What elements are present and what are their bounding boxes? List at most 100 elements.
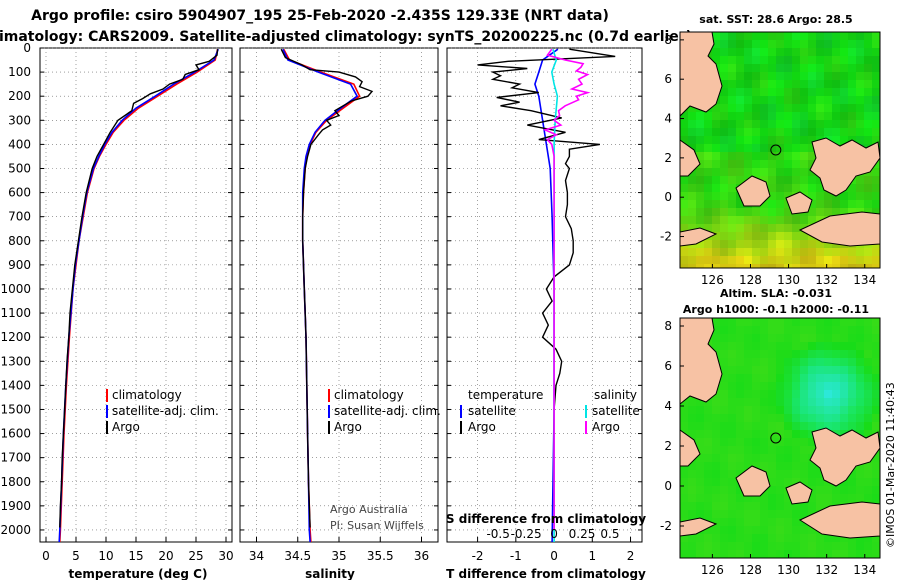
heat-cell — [704, 168, 713, 177]
heat-cell — [704, 398, 713, 407]
heat-cell — [752, 136, 761, 145]
heat-cell — [712, 224, 721, 233]
heat-cell — [720, 264, 729, 268]
heat-cell — [768, 366, 777, 375]
legend-swatch-satellite — [106, 405, 108, 418]
heat-cell — [712, 326, 721, 335]
heat-cell — [776, 232, 785, 241]
heat-cell — [864, 48, 873, 57]
heat-cell — [872, 32, 880, 41]
heat-cell — [680, 502, 689, 511]
heat-cell — [848, 414, 857, 423]
heat-cell — [824, 406, 833, 415]
heat-cell — [872, 80, 880, 89]
heat-cell — [704, 478, 713, 487]
heat-cell — [760, 550, 769, 558]
heat-cell — [712, 152, 721, 161]
heat-cell — [848, 550, 857, 558]
heat-cell — [856, 56, 865, 65]
heat-cell — [776, 96, 785, 105]
heat-cell — [696, 550, 705, 558]
heat-cell — [768, 318, 777, 327]
heat-cell — [760, 406, 769, 415]
heat-cell — [808, 526, 817, 535]
salinity-x-ticks: 34 34.5 35 35.5 36 — [249, 549, 429, 563]
heat-cell — [680, 128, 689, 137]
heat-cell — [848, 406, 857, 415]
heat-cell — [728, 152, 737, 161]
heat-cell — [760, 454, 769, 463]
heat-cell — [688, 534, 697, 543]
heat-cell — [832, 350, 841, 359]
heat-cell — [872, 366, 880, 375]
heat-cell — [848, 486, 857, 495]
heat-cell — [760, 414, 769, 423]
heat-cell — [864, 550, 873, 558]
heat-cell — [816, 478, 825, 487]
heat-cell — [816, 208, 825, 217]
heat-cell — [768, 104, 777, 113]
heat-cell — [680, 494, 689, 503]
heat-cell — [712, 240, 721, 249]
heat-cell — [792, 88, 801, 97]
heat-cell — [856, 128, 865, 137]
heat-cell — [728, 494, 737, 503]
heat-cell — [800, 32, 809, 41]
heat-cell — [840, 366, 849, 375]
heat-cell — [864, 88, 873, 97]
heat-cell — [864, 136, 873, 145]
heat-cell — [712, 334, 721, 343]
heat-cell — [712, 176, 721, 185]
note-argo-australia: Argo Australia — [330, 503, 408, 516]
heat-cell — [736, 264, 745, 268]
legend-swatch-t-satellite — [460, 405, 462, 418]
heat-cell — [800, 144, 809, 153]
map-y-tick-label: 6 — [664, 359, 672, 373]
heat-cell — [832, 374, 841, 383]
heat-cell — [704, 446, 713, 455]
heat-cell — [864, 128, 873, 137]
sla-map-y-ticks: -2 0 2 4 6 8 — [660, 319, 684, 533]
heat-cell — [800, 422, 809, 431]
heat-cell — [848, 494, 857, 503]
heat-cell — [696, 422, 705, 431]
heat-cell — [712, 518, 721, 527]
heat-cell — [744, 342, 753, 351]
heat-cell — [792, 64, 801, 73]
heat-cell — [736, 334, 745, 343]
heat-cell — [744, 430, 753, 439]
heat-cell — [704, 128, 713, 137]
heat-cell — [736, 224, 745, 233]
heat-cell — [760, 64, 769, 73]
heat-cell — [704, 144, 713, 153]
heat-cell — [784, 40, 793, 49]
heat-cell — [704, 534, 713, 543]
heat-cell — [744, 240, 753, 249]
heat-cell — [856, 48, 865, 57]
heat-cell — [768, 454, 777, 463]
heat-cell — [720, 526, 729, 535]
heat-cell — [792, 256, 801, 265]
heat-cell — [736, 248, 745, 257]
heat-cell — [736, 56, 745, 65]
note-pi: PI: Susan Wijffels — [330, 519, 424, 532]
heat-cell — [824, 366, 833, 375]
heat-cell — [728, 438, 737, 447]
heat-cell — [680, 200, 689, 209]
heat-cell — [792, 128, 801, 137]
heat-cell — [816, 534, 825, 543]
map-y-tick-label: -2 — [660, 519, 672, 533]
heat-cell — [728, 232, 737, 241]
argo-location-marker — [770, 432, 782, 444]
heat-cell — [744, 526, 753, 535]
heat-cell — [792, 72, 801, 81]
heat-cell — [720, 542, 729, 551]
heat-cell — [752, 256, 761, 265]
heat-cell — [856, 40, 865, 49]
heat-cell — [736, 430, 745, 439]
x-tick-label: -2 — [472, 549, 484, 563]
heat-cell — [728, 104, 737, 113]
difference-panel-frame — [446, 47, 643, 543]
heat-cell — [760, 264, 769, 268]
depth-tick-label: 1000 — [0, 282, 31, 296]
